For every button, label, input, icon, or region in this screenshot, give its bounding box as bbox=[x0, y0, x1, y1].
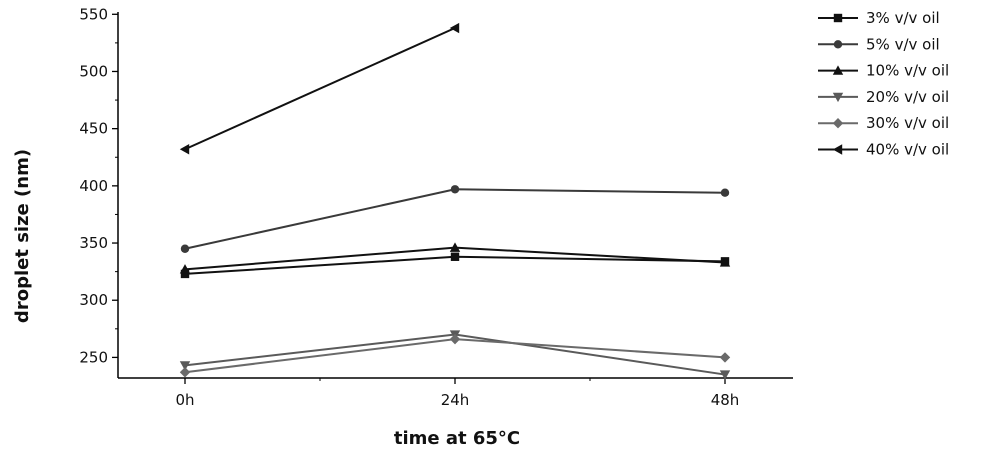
legend-label: 10% v/v oil bbox=[866, 62, 949, 80]
y-tick-label: 500 bbox=[79, 62, 108, 80]
y-tick-label: 450 bbox=[79, 120, 108, 138]
legend-label: 3% v/v oil bbox=[866, 9, 940, 27]
y-axis-title: droplet size (nm) bbox=[12, 149, 33, 323]
line-chart: 250 300 350 400 450 500 550 0h 24h 48h time at 65… bbox=[0, 0, 1000, 453]
legend-item: 5% v/v oil bbox=[818, 35, 940, 53]
legend-item: 10% v/v oil bbox=[818, 62, 949, 80]
y-tick-label: 250 bbox=[79, 348, 108, 366]
data-point bbox=[450, 23, 459, 33]
data-point bbox=[451, 185, 459, 193]
legend-marker bbox=[833, 118, 843, 128]
y-tick-label: 550 bbox=[79, 5, 108, 23]
axes: 250 300 350 400 450 500 550 0h 24h 48h bbox=[79, 5, 793, 409]
data-point bbox=[721, 189, 729, 197]
data-point bbox=[720, 352, 730, 362]
data-point bbox=[451, 253, 459, 261]
series bbox=[180, 23, 459, 155]
series bbox=[181, 253, 729, 279]
x-tick-label: 0h bbox=[175, 391, 194, 409]
data-point bbox=[180, 367, 190, 377]
x-tick-label: 24h bbox=[441, 391, 470, 409]
series-line bbox=[185, 189, 725, 248]
legend-item: 40% v/v oil bbox=[818, 141, 949, 159]
legend: 3% v/v oil 5% v/v oil 10% v/v oil 20% v/v o… bbox=[818, 9, 949, 159]
y-tick-label: 350 bbox=[79, 234, 108, 252]
legend-label: 5% v/v oil bbox=[866, 35, 940, 53]
x-axis-title: time at 65°C bbox=[394, 428, 520, 449]
legend-label: 40% v/v oil bbox=[866, 141, 949, 159]
legend-item: 30% v/v oil bbox=[818, 114, 949, 132]
legend-label: 30% v/v oil bbox=[866, 114, 949, 132]
data-point bbox=[181, 245, 189, 253]
series-line bbox=[185, 28, 455, 149]
series-layer bbox=[180, 23, 730, 380]
data-point bbox=[180, 144, 189, 154]
legend-marker bbox=[834, 40, 842, 48]
x-tick-label: 48h bbox=[711, 391, 740, 409]
legend-label: 20% v/v oil bbox=[866, 88, 949, 106]
y-tick-label: 400 bbox=[79, 177, 108, 195]
y-tick-label: 300 bbox=[79, 291, 108, 309]
legend-marker bbox=[833, 144, 842, 154]
legend-item: 3% v/v oil bbox=[818, 9, 940, 27]
legend-marker bbox=[834, 14, 842, 22]
legend-item: 20% v/v oil bbox=[818, 88, 949, 106]
